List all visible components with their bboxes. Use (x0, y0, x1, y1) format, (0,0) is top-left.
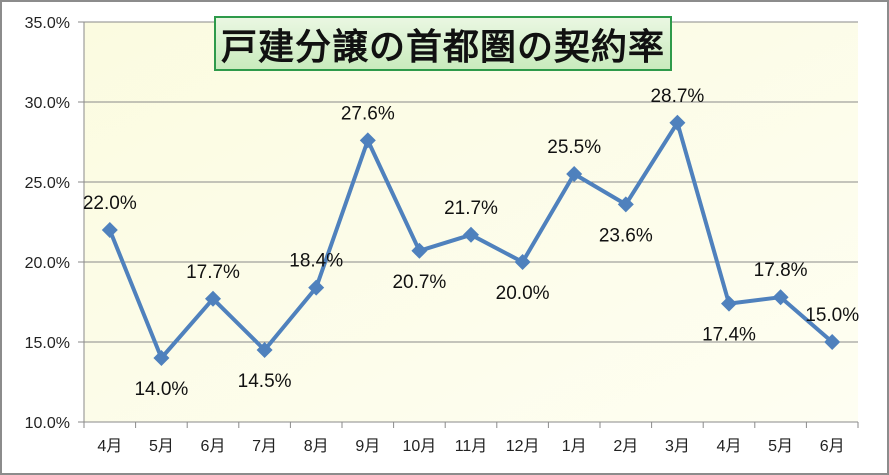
x-tick-label: 6月 (201, 438, 226, 455)
x-tick-label: 8月 (304, 438, 329, 455)
x-tick-label: 5月 (768, 438, 793, 455)
data-point-marker (721, 295, 737, 312)
data-label: 21.7% (444, 198, 498, 219)
data-label: 20.7% (392, 272, 446, 293)
data-label: 15.0% (805, 305, 859, 326)
data-point-marker (359, 132, 376, 149)
x-tick-label: 1月 (562, 438, 587, 455)
data-point-marker (153, 350, 170, 366)
y-tick-label: 35.0% (25, 15, 70, 32)
data-point-marker (205, 290, 221, 307)
x-tick-label: 6月 (820, 438, 845, 455)
data-label: 23.6% (599, 225, 653, 246)
y-tick-label: 25.0% (25, 175, 70, 192)
data-label: 17.8% (754, 260, 808, 281)
x-tick-label: 3月 (665, 438, 690, 455)
data-label: 14.0% (134, 379, 188, 400)
chart-title: 戸建分譲の首都圏の契約率 (214, 16, 672, 71)
data-point-marker (566, 166, 583, 182)
x-tick-label: 10月 (402, 438, 436, 455)
x-tick-label: 9月 (355, 438, 380, 455)
y-tick-label: 20.0% (25, 255, 70, 272)
data-point-marker (772, 289, 789, 306)
data-point-marker (411, 242, 428, 259)
x-tick-label: 4月 (97, 438, 122, 455)
x-tick-label: 12月 (506, 438, 540, 455)
data-label: 20.0% (496, 283, 550, 304)
data-label: 17.4% (702, 325, 756, 346)
plot-area (84, 22, 858, 422)
data-point-marker (514, 254, 531, 270)
x-tick-label: 2月 (613, 438, 638, 455)
x-tick-label: 11月 (455, 438, 488, 455)
data-label: 27.6% (341, 103, 395, 124)
data-label: 14.5% (238, 371, 292, 392)
data-point-marker (463, 226, 479, 243)
data-point-marker (256, 342, 273, 358)
data-point-marker (669, 114, 686, 131)
data-point-marker (617, 196, 634, 213)
data-label: 28.7% (650, 86, 704, 107)
data-point-marker (308, 279, 325, 296)
x-tick-label: 7月 (252, 438, 277, 455)
data-label: 17.7% (186, 262, 240, 283)
data-label: 18.4% (289, 251, 343, 272)
data-point-marker (824, 334, 841, 350)
data-label: 22.0% (83, 193, 137, 214)
data-point-marker (101, 222, 118, 238)
y-tick-label: 30.0% (25, 95, 70, 112)
y-tick-label: 10.0% (25, 415, 70, 432)
y-tick-label: 15.0% (25, 335, 70, 352)
data-label: 25.5% (547, 137, 601, 158)
x-tick-label: 4月 (717, 438, 742, 455)
x-tick-label: 5月 (149, 438, 174, 455)
